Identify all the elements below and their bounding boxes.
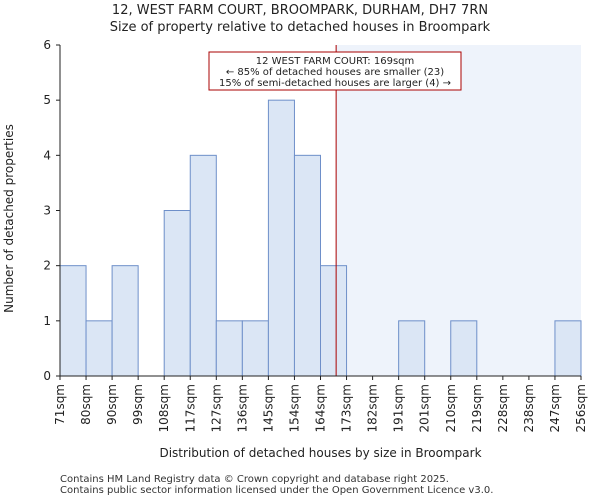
x-tick-label-173sqm: 173sqm xyxy=(340,384,354,432)
x-tick-label-136sqm: 136sqm xyxy=(235,384,249,432)
x-tick-label-201sqm: 201sqm xyxy=(418,384,432,432)
y-axis-label: Number of detached properties xyxy=(2,124,16,313)
bar-80sqm xyxy=(85,320,113,377)
bar-154sqm xyxy=(293,154,322,377)
axes-layer: 0 1 2 3 4 5 6 71sqm 80sqm 90sqm 99sqm 108sqm 117sqm 1… xyxy=(43,38,588,432)
x-tick-label-164sqm: 164sqm xyxy=(314,384,328,432)
y-tick-label-3: 3 xyxy=(43,204,51,218)
x-tick-label-99sqm: 99sqm xyxy=(131,384,145,425)
chart-subtitle: Size of property relative to detached ho… xyxy=(109,20,491,35)
x-tick-label-108sqm: 108sqm xyxy=(157,384,171,432)
x-tick-label-90sqm: 90sqm xyxy=(105,384,119,425)
annotation-box: 12 WEST FARM COURT: 169sqm ← 85% of deta… xyxy=(208,51,462,91)
bar-210sqm xyxy=(450,320,478,377)
x-tick-label-256sqm: 256sqm xyxy=(574,384,588,432)
x-tick-label-210sqm: 210sqm xyxy=(444,384,458,432)
y-tick-label-6: 6 xyxy=(43,38,51,52)
x-tick-label-182sqm: 182sqm xyxy=(366,384,380,432)
x-tick-label-238sqm: 238sqm xyxy=(522,384,536,432)
x-tick-label-71sqm: 71sqm xyxy=(53,384,67,425)
bar-145sqm xyxy=(267,99,295,377)
annotation-line-2: ← 85% of detached houses are smaller (23… xyxy=(226,67,444,78)
x-tick-label-145sqm: 145sqm xyxy=(261,384,275,432)
footer-copyright: Contains HM Land Registry data © Crown c… xyxy=(60,474,449,485)
bar-191sqm xyxy=(398,320,426,377)
bar-90sqm xyxy=(111,265,139,377)
y-tick-label-1: 1 xyxy=(43,314,51,328)
annotation-line-3: 15% of semi-detached houses are larger (… xyxy=(219,78,451,89)
x-tick-label-191sqm: 191sqm xyxy=(392,384,406,432)
bar-108sqm xyxy=(163,210,191,377)
bar-164sqm xyxy=(320,265,348,377)
bar-127sqm xyxy=(215,320,243,377)
bars-layer xyxy=(59,99,582,377)
y-tick-label-2: 2 xyxy=(43,259,51,273)
bar-71sqm xyxy=(59,265,87,377)
bar-117sqm xyxy=(189,154,217,377)
y-tick-label-4: 4 xyxy=(43,148,51,162)
x-tick-label-228sqm: 228sqm xyxy=(496,384,510,432)
x-tick-label-154sqm: 154sqm xyxy=(287,384,301,432)
footer-licence: Contains public sector information licen… xyxy=(60,485,494,496)
x-axis-label: Distribution of detached houses by size … xyxy=(159,446,481,460)
bar-247sqm xyxy=(554,320,582,377)
x-tick-label-247sqm: 247sqm xyxy=(548,384,562,432)
y-tick-label-5: 5 xyxy=(43,93,51,107)
y-tick-label-0: 0 xyxy=(43,369,51,383)
x-tick-label-117sqm: 117sqm xyxy=(183,384,197,432)
annotation-line-1: 12 WEST FARM COURT: 169sqm xyxy=(256,56,415,67)
x-tick-label-219sqm: 219sqm xyxy=(470,384,484,432)
chart-title: 12, WEST FARM COURT, BROOMPARK, DURHAM, … xyxy=(111,3,489,18)
x-tick-label-127sqm: 127sqm xyxy=(209,384,223,432)
bar-136sqm xyxy=(241,320,269,377)
x-tick-label-80sqm: 80sqm xyxy=(79,384,93,425)
annotation-border xyxy=(208,51,462,91)
